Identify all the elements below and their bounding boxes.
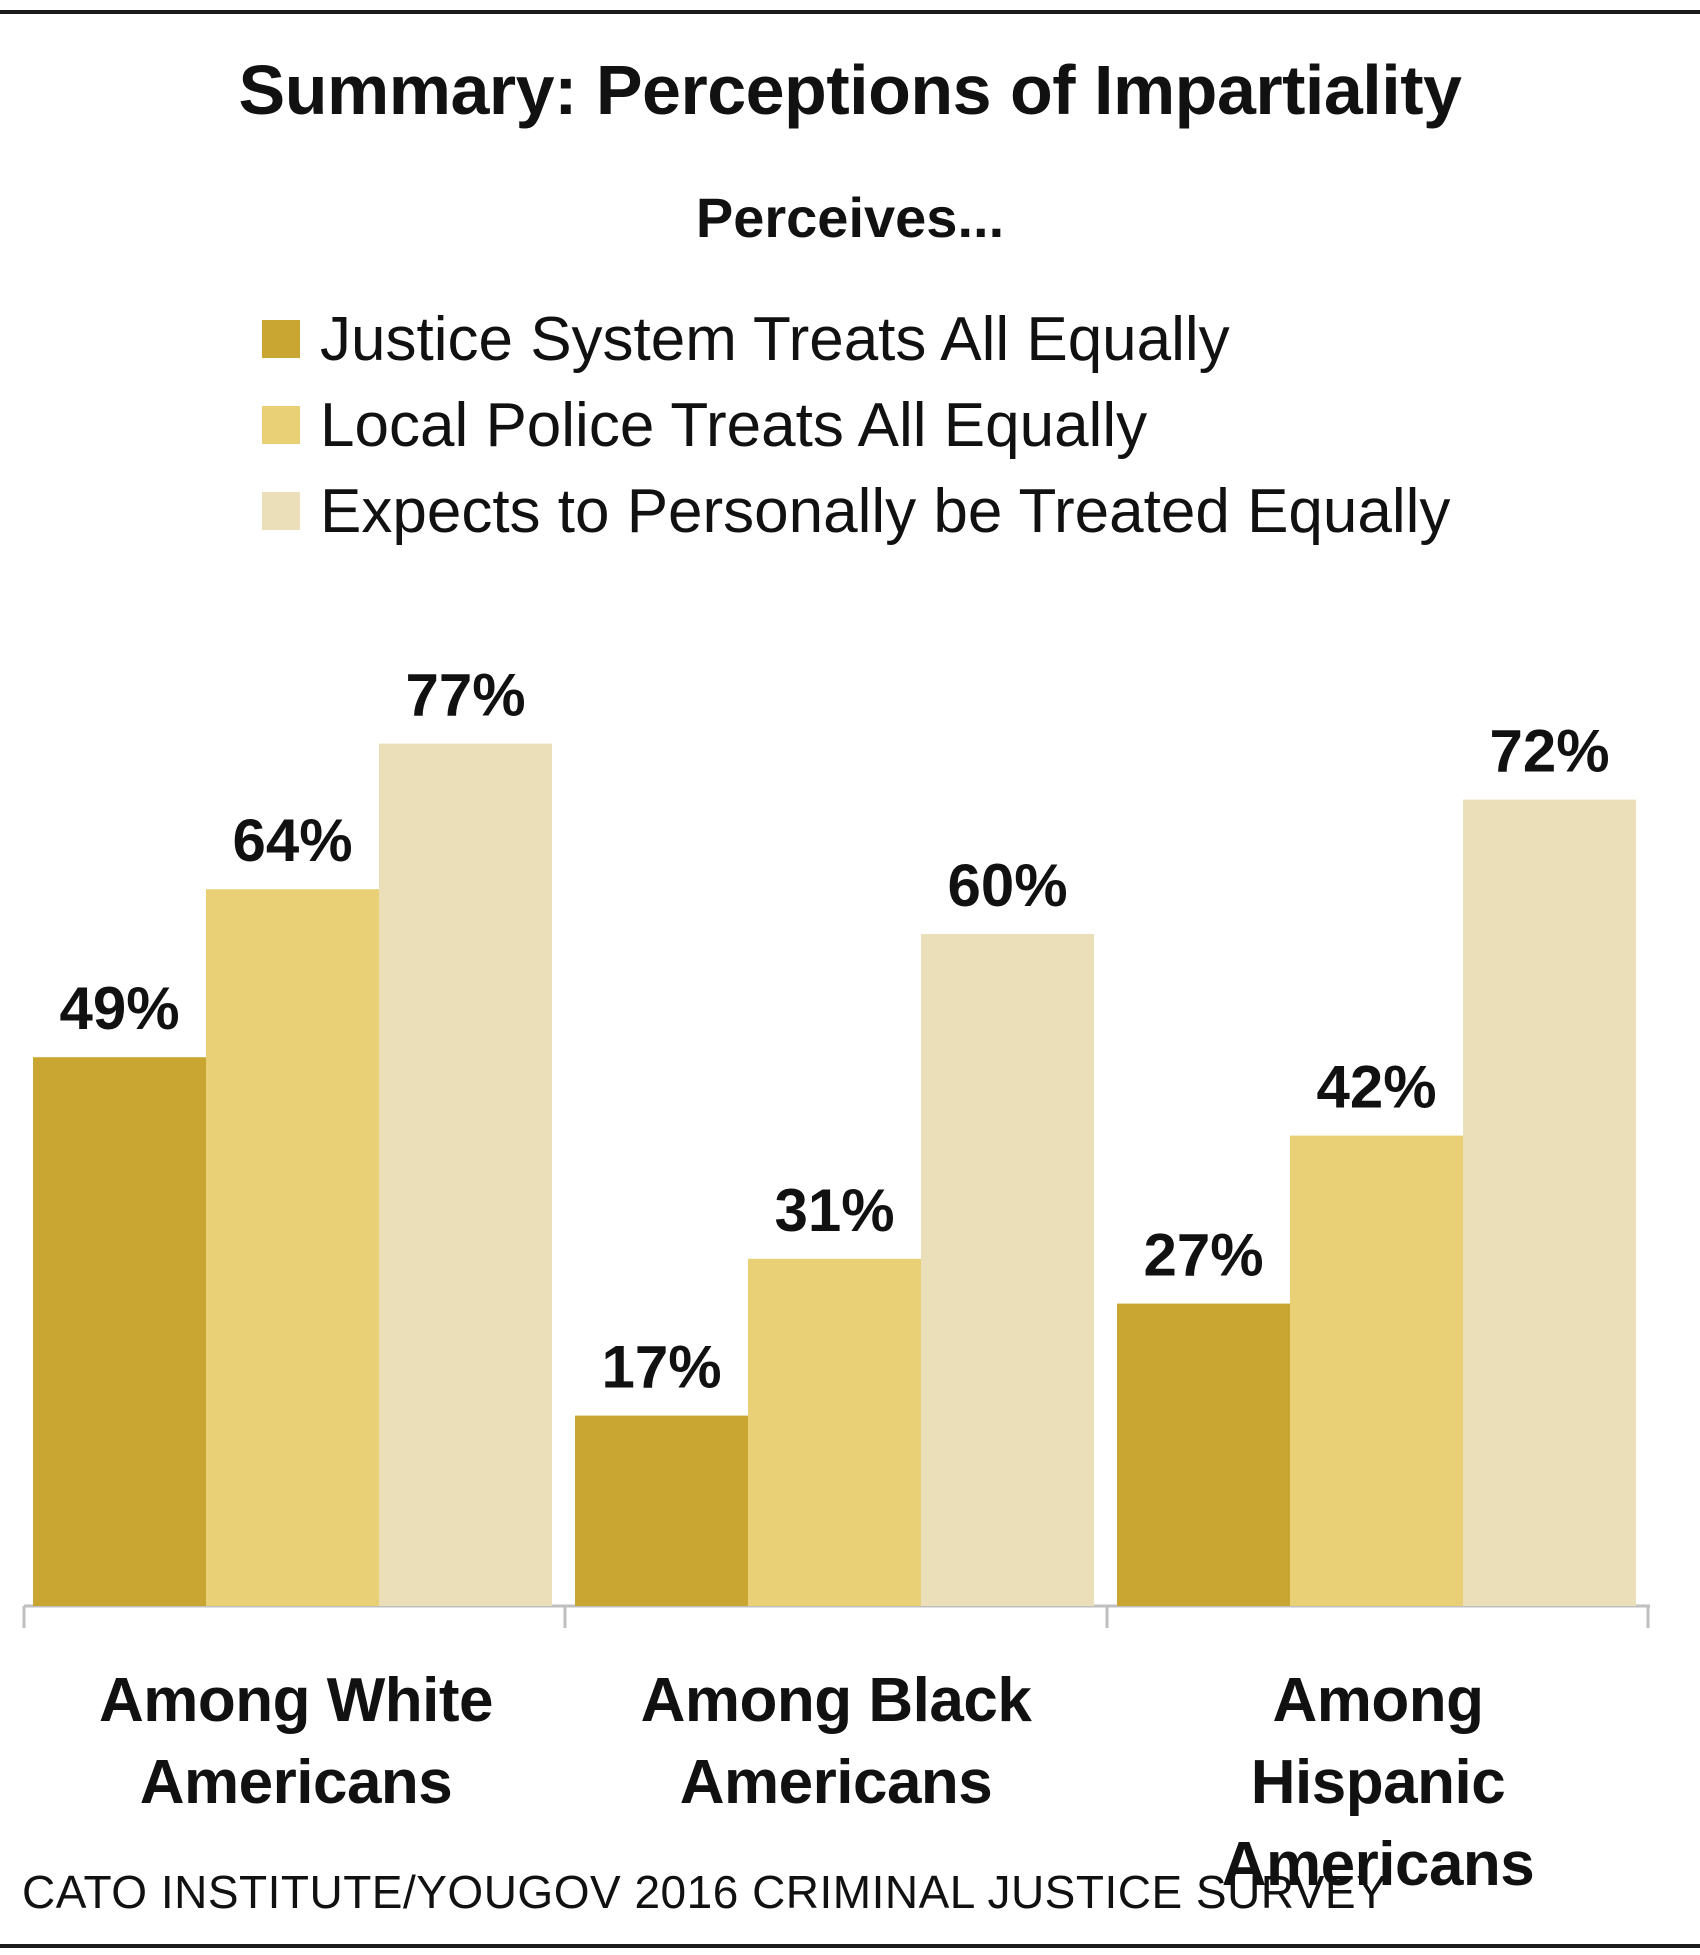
- legend-item-personal: Expects to Personally be Treated Equally: [262, 468, 1450, 554]
- bar-hispanic-personal: [1463, 799, 1636, 1606]
- chart-title: Summary: Perceptions of Impartiality: [238, 51, 1462, 129]
- bar-white-local-police: [206, 889, 379, 1606]
- legend-label-personal: Expects to Personally be Treated Equally: [320, 476, 1451, 546]
- bottom-rule: [0, 1944, 1700, 1948]
- chart-subtitle: Perceives...: [695, 186, 1005, 249]
- data-label-hispanic-personal: 72%: [1489, 718, 1609, 785]
- bar-hispanic-local-police: [1290, 1135, 1463, 1606]
- data-label-white-personal: 77%: [405, 662, 525, 729]
- category-label-white: Among White Americans: [56, 1660, 536, 1824]
- bar-white-justice-system: [33, 1057, 206, 1606]
- legend-label-local-police: Local Police Treats All Equally: [320, 390, 1148, 460]
- legend-item-local-police: Local Police Treats All Equally: [262, 382, 1450, 468]
- top-rule: [0, 10, 1700, 14]
- data-label-white-local-police: 64%: [232, 807, 352, 874]
- data-label-white-justice-system: 49%: [59, 975, 179, 1042]
- bar-white-personal: [379, 743, 552, 1606]
- category-label-black-line1: Among Black: [640, 1666, 1032, 1735]
- bar-black-personal: [921, 934, 1094, 1606]
- data-label-black-justice-system: 17%: [601, 1334, 721, 1401]
- category-label-black-line2: Americans: [679, 1748, 993, 1817]
- data-label-hispanic-justice-system: 27%: [1143, 1222, 1263, 1289]
- bar-black-justice-system: [575, 1415, 748, 1606]
- source-note: CATO INSTITUTE/YOUGOV 2016 CRIMINAL JUST…: [22, 1866, 1388, 1918]
- category-label-hispanic-line1: Among Hispanic: [1250, 1666, 1506, 1817]
- bar-black-local-police: [748, 1258, 921, 1606]
- legend-swatch-personal: [262, 492, 300, 530]
- legend-item-justice-system: Justice System Treats All Equally: [262, 296, 1450, 382]
- category-label-black: Among Black Americans: [596, 1660, 1076, 1824]
- bar-hispanic-justice-system: [1117, 1303, 1290, 1606]
- data-label-black-personal: 60%: [947, 852, 1067, 919]
- legend: Justice System Treats All Equally Local …: [262, 296, 1450, 554]
- category-label-white-line1: Among White: [99, 1666, 494, 1735]
- category-label-hispanic-line2: Americans: [1221, 1830, 1535, 1899]
- legend-swatch-local-police: [262, 406, 300, 444]
- category-label-hispanic: Among Hispanic Americans: [1138, 1660, 1618, 1906]
- data-label-hispanic-local-police: 42%: [1316, 1054, 1436, 1121]
- data-label-black-local-police: 31%: [774, 1177, 894, 1244]
- category-label-white-line2: Americans: [139, 1748, 453, 1817]
- legend-swatch-justice-system: [262, 320, 300, 358]
- legend-label-justice-system: Justice System Treats All Equally: [320, 304, 1230, 374]
